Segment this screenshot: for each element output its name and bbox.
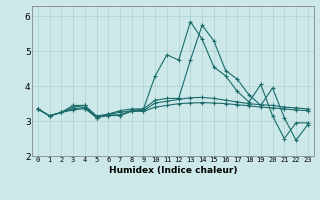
X-axis label: Humidex (Indice chaleur): Humidex (Indice chaleur) — [108, 166, 237, 175]
